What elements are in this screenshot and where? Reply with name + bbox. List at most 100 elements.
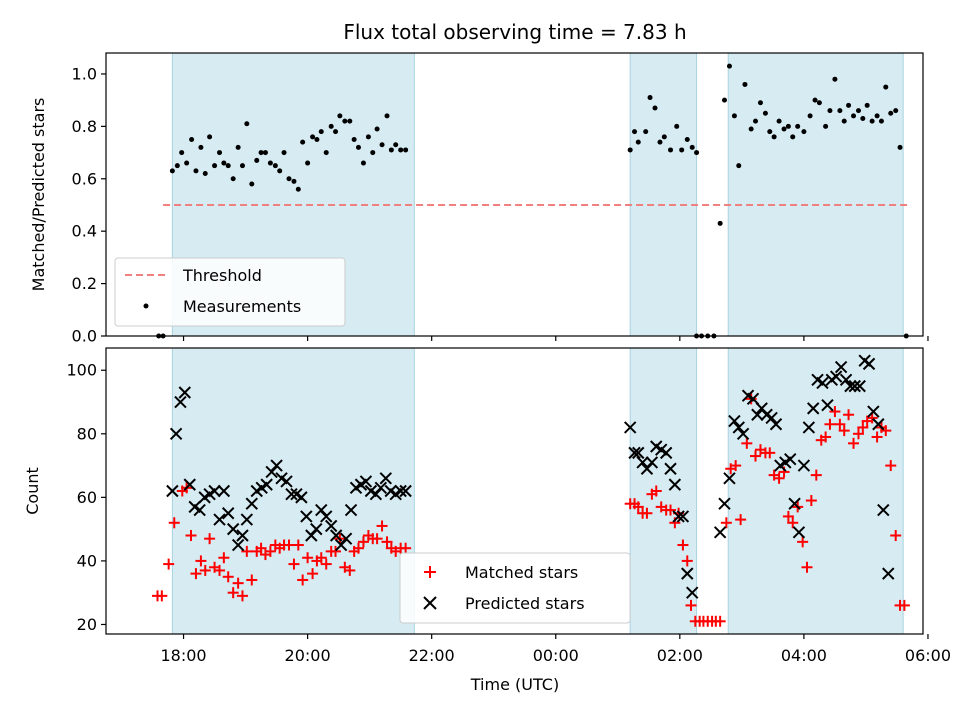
predicted-star-point — [877, 503, 890, 517]
measurement-point — [295, 186, 301, 192]
x-axis-label: Time (UTC) — [470, 675, 559, 694]
measurement-point — [221, 160, 227, 166]
matched-star-point — [852, 428, 864, 440]
ratio-legend: Threshold Measurements — [114, 257, 346, 327]
predicted-star-point — [829, 370, 843, 383]
matched-star-point — [834, 418, 846, 430]
measurement-point — [198, 144, 204, 150]
y-tick-label: 60 — [77, 488, 97, 507]
matched-star-point — [880, 425, 892, 437]
measurement-point — [249, 181, 255, 187]
matched-star-point — [199, 564, 211, 576]
predicted-star-point — [806, 402, 820, 415]
measurement-point — [812, 97, 818, 103]
predicted-star-point — [848, 379, 861, 393]
observing-window — [727, 347, 904, 635]
matched-star-point — [283, 539, 295, 551]
measurement-point — [374, 126, 380, 132]
predicted-star-point — [245, 497, 258, 510]
x-tick-label: 22:00 — [409, 646, 455, 665]
measurement-point — [736, 163, 742, 169]
measurement-point — [291, 178, 297, 184]
measurement-point — [193, 168, 199, 174]
predicted-star-point — [867, 405, 880, 418]
predicted-star-point — [636, 456, 649, 469]
measurement-point — [674, 123, 680, 129]
matched-star-point — [204, 533, 216, 545]
measurement-point — [827, 108, 833, 114]
measurement-point — [277, 168, 283, 174]
y-tick-label: 1.0 — [72, 64, 97, 83]
observing-window — [629, 347, 698, 635]
matched-star-point — [232, 577, 244, 589]
measurement-point — [657, 139, 663, 145]
legend-predicted-swatch — [423, 596, 437, 610]
count-legend: Matched stars Predicted stars — [399, 552, 631, 624]
measurement-point — [841, 118, 847, 124]
predicted-star-point — [324, 519, 338, 533]
predicted-star-point — [231, 538, 245, 552]
y-tick-label: 0.4 — [72, 222, 97, 241]
predicted-star-point — [208, 484, 221, 498]
matched-star-point — [787, 517, 799, 529]
predicted-star-point — [399, 484, 412, 498]
measurement-point — [365, 134, 371, 140]
legend-measurements-label: Measurements — [183, 297, 301, 316]
predicted-star-point — [821, 398, 834, 412]
measurement-point — [169, 168, 175, 174]
measurement-point — [846, 102, 852, 108]
measurement-point — [679, 147, 685, 153]
measurement-point — [342, 118, 348, 124]
predicted-star-point — [713, 526, 727, 539]
predicted-star-point — [681, 567, 694, 580]
matched-star-point — [214, 564, 226, 576]
count-legend-box — [399, 552, 631, 624]
measurement-point — [668, 147, 674, 153]
y-tick-label: 40 — [77, 551, 97, 570]
measurement-point — [272, 163, 278, 169]
matched-star-point — [381, 536, 393, 548]
measurement-point — [860, 116, 866, 122]
measurement-point — [258, 150, 264, 156]
matched-star-point — [898, 599, 910, 611]
measurement-point — [212, 163, 218, 169]
ratio-panel: 0.0 0.2 0.4 0.6 0.8 1.0 Matched/Predicted sta… — [29, 52, 929, 346]
matched-star-point — [824, 418, 836, 430]
predicted-star-point — [374, 481, 388, 495]
matched-star-point — [185, 529, 197, 541]
matched-star-point — [741, 437, 753, 449]
measurement-point — [393, 142, 399, 148]
y-tick-label: 100 — [66, 361, 97, 380]
matched-star-point — [246, 574, 258, 586]
matched-star-point — [714, 615, 726, 627]
matched-star-point — [720, 517, 732, 529]
measurement-point — [837, 108, 843, 114]
y-tick-label: 0.2 — [72, 274, 97, 293]
matched-star-point — [735, 514, 747, 526]
predicted-star-point — [226, 522, 240, 536]
measurement-point — [790, 134, 796, 140]
legend-predicted-label: Predicted stars — [465, 594, 585, 613]
x-tick-label: 02:00 — [657, 646, 703, 665]
matched-star-point — [750, 450, 762, 462]
predicted-star-point — [260, 478, 273, 491]
x-tick-label: 20:00 — [285, 646, 331, 665]
matched-star-point — [218, 552, 230, 564]
matched-star-point — [843, 409, 855, 421]
measurement-point — [351, 136, 357, 142]
measurement-point — [262, 150, 268, 156]
measurement-point — [874, 113, 880, 119]
measurement-point — [286, 176, 292, 182]
matched-star-point — [168, 517, 180, 529]
x-tick-label: 06:00 — [905, 646, 951, 665]
measurement-point — [384, 113, 390, 119]
predicted-star-point — [217, 484, 231, 498]
predicted-star-point — [784, 453, 797, 466]
predicted-star-point — [872, 418, 885, 431]
measurement-point — [310, 134, 316, 140]
measurement-point — [795, 123, 801, 129]
ratio-legend-box — [114, 257, 346, 327]
x-tick-label: 18:00 — [160, 646, 206, 665]
measurement-point — [883, 84, 889, 90]
observing-window — [727, 52, 904, 337]
